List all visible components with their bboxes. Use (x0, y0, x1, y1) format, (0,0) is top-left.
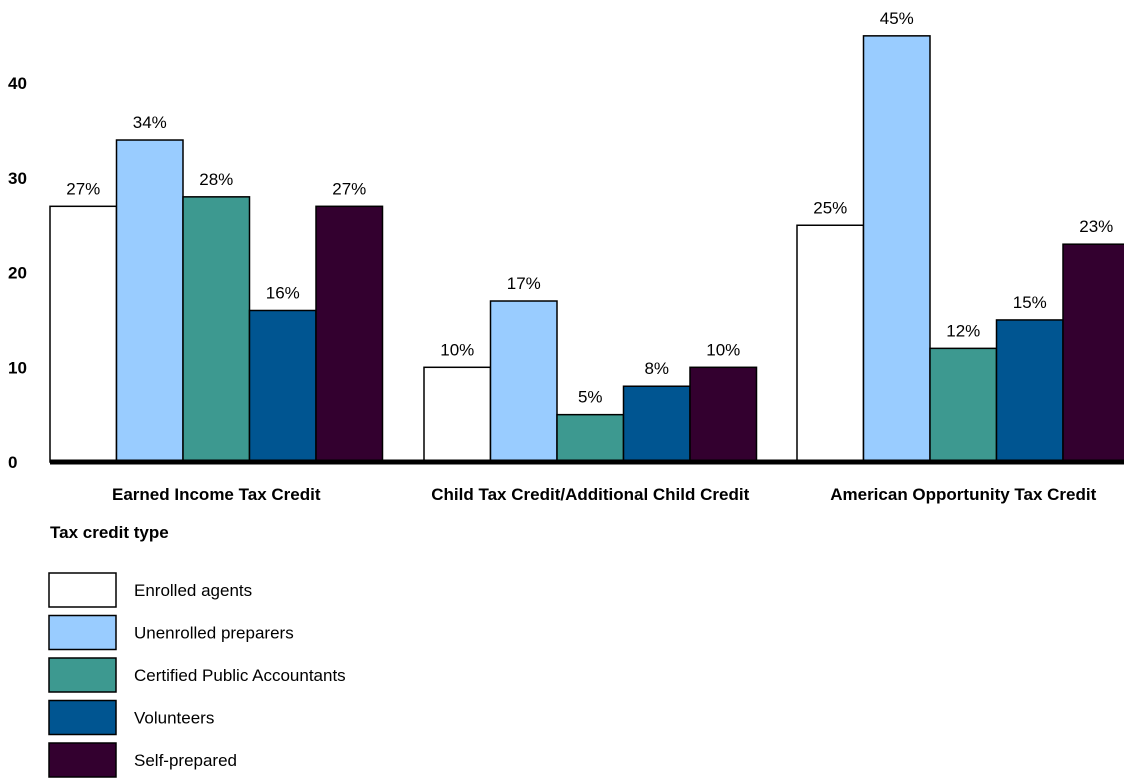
legend-swatch-certified-public-accountants (48, 657, 117, 693)
y-tick-label-40: 40 (8, 74, 27, 93)
legend-label-volunteers: Volunteers (134, 709, 214, 728)
legend-swatch-enrolled-agents (48, 572, 117, 608)
bar-enrolled-agents-child-tax-credit-additional-child-credit (423, 366, 492, 463)
legend: Enrolled agents Unenrolled preparers Certi… (48, 572, 346, 778)
bar-certified-public-accountants-child-tax-credit-additional-child-credit (556, 413, 625, 463)
bar-volunteers-child-tax-credit-additional-child-credit (622, 385, 691, 463)
legend-swatch-volunteers (48, 699, 117, 736)
y-tick-label-30: 30 (8, 169, 27, 188)
data-label-volunteers-child-tax-credit-additional-child-credit: 8% (644, 359, 669, 378)
bar-certified-public-accountants-earned-income-tax-credit (182, 196, 251, 463)
data-label-self-prepared-child-tax-credit-additional-child-credit: 10% (706, 340, 740, 359)
data-labels: 27% 34% 28% 16% 27% 10% 17% 5% 8% 10% 25% 45% 12% 15%… (66, 9, 1113, 407)
bar-enrolled-agents-american-opportunity-tax-credit (796, 224, 865, 463)
data-label-certified-public-accountants-child-tax-credit-additional-child-credit: 5% (578, 388, 603, 407)
y-axis-ticks: 0 10 20 30 40 (8, 74, 27, 472)
y-tick-label-0: 0 (8, 453, 17, 472)
data-label-unenrolled-preparers-child-tax-credit-additional-child-credit: 17% (507, 274, 541, 293)
data-label-enrolled-agents-american-opportunity-tax-credit: 25% (813, 198, 847, 217)
data-label-unenrolled-preparers-earned-income-tax-credit: 34% (133, 113, 167, 132)
data-label-volunteers-earned-income-tax-credit: 16% (266, 283, 300, 302)
bars (49, 35, 1124, 463)
legend-swatch-unenrolled-preparers (48, 614, 117, 651)
bar-self-prepared-american-opportunity-tax-credit (1062, 243, 1124, 463)
legend-label-enrolled-agents: Enrolled agents (134, 581, 252, 600)
y-tick-label-10: 10 (8, 358, 27, 377)
legend-label-self-prepared: Self-prepared (134, 751, 237, 770)
category-label-child-tax-credit-additional-child-credit: Child Tax Credit/Additional Child Credit (431, 485, 749, 504)
category-label-american-opportunity-tax-credit: American Opportunity Tax Credit (830, 485, 1096, 504)
data-label-enrolled-agents-child-tax-credit-additional-child-credit: 10% (440, 340, 474, 359)
bar-volunteers-earned-income-tax-credit (248, 309, 317, 463)
bar-self-prepared-child-tax-credit-additional-child-credit (689, 366, 758, 463)
legend-label-certified-public-accountants: Certified Public Accountants (134, 666, 346, 685)
data-label-volunteers-american-opportunity-tax-credit: 15% (1013, 293, 1047, 312)
data-label-certified-public-accountants-american-opportunity-tax-credit: 12% (946, 321, 980, 340)
x-axis-title: Tax credit type (50, 523, 169, 542)
data-label-self-prepared-american-opportunity-tax-credit: 23% (1079, 217, 1113, 236)
y-tick-label-20: 20 (8, 264, 27, 283)
category-labels: Earned Income Tax Credit Child Tax Credit… (112, 485, 1097, 504)
bar-unenrolled-preparers-earned-income-tax-credit (115, 139, 184, 463)
bar-enrolled-agents-earned-income-tax-credit (49, 205, 118, 463)
data-label-enrolled-agents-earned-income-tax-credit: 27% (66, 179, 100, 198)
legend-swatch-self-prepared (48, 742, 117, 778)
category-label-earned-income-tax-credit: Earned Income Tax Credit (112, 485, 321, 504)
data-label-self-prepared-earned-income-tax-credit: 27% (332, 179, 366, 198)
data-label-certified-public-accountants-earned-income-tax-credit: 28% (199, 170, 233, 189)
legend-label-unenrolled-preparers: Unenrolled preparers (134, 624, 294, 643)
bar-unenrolled-preparers-american-opportunity-tax-credit (862, 35, 931, 463)
bar-certified-public-accountants-american-opportunity-tax-credit (929, 347, 998, 463)
data-label-unenrolled-preparers-american-opportunity-tax-credit: 45% (880, 9, 914, 28)
bar-self-prepared-earned-income-tax-credit (315, 205, 384, 463)
bar-volunteers-american-opportunity-tax-credit (995, 319, 1064, 463)
bar-unenrolled-preparers-child-tax-credit-additional-child-credit (489, 300, 558, 463)
